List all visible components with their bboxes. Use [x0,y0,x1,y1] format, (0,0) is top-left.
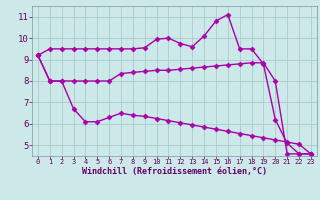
X-axis label: Windchill (Refroidissement éolien,°C): Windchill (Refroidissement éolien,°C) [82,167,267,176]
